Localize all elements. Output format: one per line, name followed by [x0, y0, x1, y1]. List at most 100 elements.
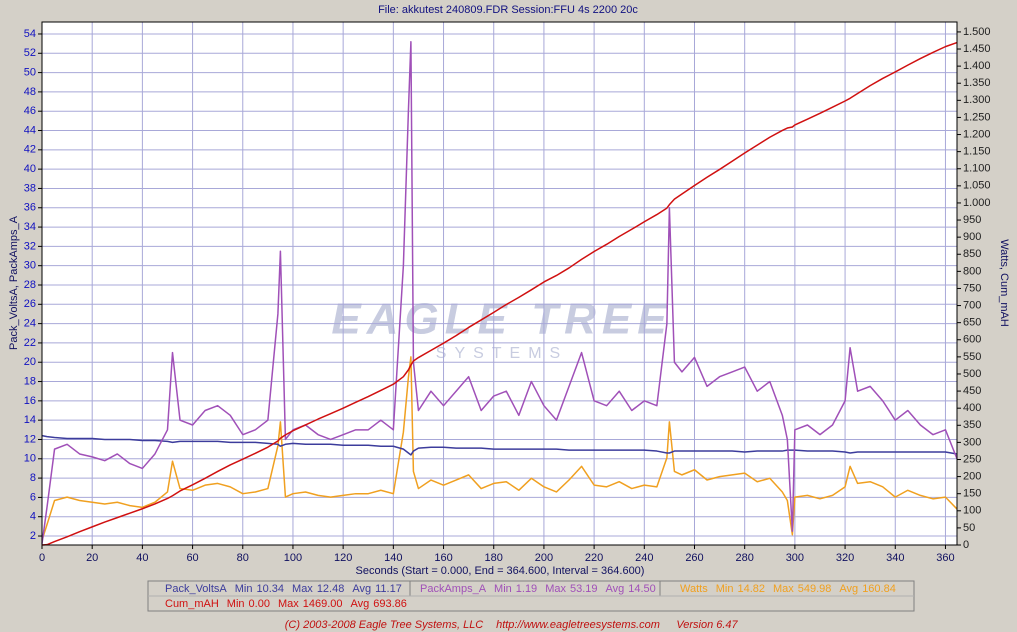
legend-name: Pack_VoltsA	[165, 583, 227, 595]
x-tick-label: 340	[886, 552, 904, 564]
y2-tick-label: 1.100	[963, 163, 991, 175]
y2-tick-label: 950	[963, 214, 981, 226]
y-tick-label: 4	[30, 511, 36, 523]
y2-tick-label: 250	[963, 453, 981, 465]
legend-stat-value: 1469.00	[303, 598, 343, 610]
x-tick-label: 360	[936, 552, 954, 564]
legend-stat-label: Avg	[606, 583, 625, 595]
watermark: EAGLE TREE	[331, 295, 672, 344]
y2-tick-label: 100	[963, 505, 981, 517]
y2-tick-label: 1.200	[963, 128, 991, 140]
legend-stat-value: 693.86	[373, 598, 407, 610]
legend-stat-value: 10.34	[257, 583, 285, 595]
x-tick-label: 120	[334, 552, 352, 564]
plot-area	[42, 22, 957, 545]
y2-tick-label: 0	[963, 539, 969, 551]
y-tick-label: 28	[24, 279, 36, 291]
legend-stat-label: Min	[227, 598, 245, 610]
footer-copyright: (C) 2003-2008 Eagle Tree Systems, LLC	[285, 619, 484, 631]
legend-stat-label: Avg	[352, 583, 371, 595]
x-tick-label: 180	[485, 552, 503, 564]
y-tick-label: 52	[24, 47, 36, 59]
x-tick-label: 240	[635, 552, 653, 564]
y-tick-label: 38	[24, 182, 36, 194]
legend-stat-value: 0.00	[249, 598, 270, 610]
y2-tick-label: 50	[963, 522, 975, 534]
legend-entry: PackAmps_A Min 1.19 Max 53.19 Avg 14.50	[420, 583, 656, 595]
legend-entry: Cum_mAH Min 0.00 Max 1469.00 Avg 693.86	[165, 598, 407, 610]
y2-axis-label: Watts, Cum_mAH	[998, 239, 1010, 327]
legend-stat-label: Min	[235, 583, 253, 595]
y-axis-label: Pack_VoltsA, PackAmps_A	[8, 215, 20, 350]
y2-tick-label: 500	[963, 368, 981, 380]
y-tick-label: 54	[24, 28, 36, 40]
x-axis-label: Seconds (Start = 0.000, End = 364.600, I…	[356, 565, 645, 577]
legend-stat-value: 549.98	[798, 583, 832, 595]
legend-name: Cum_mAH	[165, 598, 219, 610]
x-tick-label: 320	[836, 552, 854, 564]
legend-stat-label: Max	[292, 583, 313, 595]
legend-stat-value: 11.17	[375, 583, 402, 595]
y-tick-label: 30	[24, 260, 36, 272]
x-tick-label: 60	[186, 552, 198, 564]
series-line	[41, 41, 958, 546]
y-tick-label: 8	[30, 472, 36, 484]
legend-stat-label: Min	[716, 583, 734, 595]
y2-tick-label: 600	[963, 334, 981, 346]
series-line	[41, 356, 958, 541]
legend-stat-label: Max	[545, 583, 566, 595]
x-tick-label: 220	[585, 552, 603, 564]
legend-stat-value: 1.19	[516, 583, 537, 595]
y-tick-label: 36	[24, 202, 36, 214]
legend-stat-value: 53.19	[570, 583, 598, 595]
y-tick-label: 40	[24, 163, 36, 175]
x-tick-label: 80	[237, 552, 249, 564]
y2-tick-label: 900	[963, 231, 981, 243]
x-tick-label: 260	[685, 552, 703, 564]
y2-tick-label: 1.500	[963, 26, 991, 38]
legend-name: Watts	[680, 583, 708, 595]
legend-stat-value: 160.84	[862, 583, 896, 595]
y2-tick-label: 1.250	[963, 111, 991, 123]
legend-stat-label: Max	[278, 598, 299, 610]
y-tick-label: 34	[24, 221, 36, 233]
footer-url: http://www.eagletreesystems.com	[496, 619, 660, 631]
legend-entry: Pack_VoltsA Min 10.34 Max 12.48 Avg 11.17	[165, 583, 402, 595]
y2-tick-label: 150	[963, 488, 981, 500]
y2-tick-label: 1.400	[963, 60, 991, 72]
legend-stat-label: Min	[494, 583, 512, 595]
y2-tick-label: 750	[963, 282, 981, 294]
legend-name: PackAmps_A	[420, 583, 487, 595]
y-tick-label: 26	[24, 298, 36, 310]
legend-stat-value: 12.48	[317, 583, 345, 595]
y-tick-label: 48	[24, 86, 36, 98]
x-tick-label: 140	[384, 552, 402, 564]
legend-stat-label: Avg	[839, 583, 858, 595]
x-tick-label: 0	[39, 552, 45, 564]
y-tick-label: 24	[24, 318, 36, 330]
y2-tick-label: 1.000	[963, 197, 991, 209]
x-tick-label: 20	[86, 552, 98, 564]
y-tick-label: 10	[24, 453, 36, 465]
y2-tick-label: 300	[963, 436, 981, 448]
y-tick-label: 22	[24, 337, 36, 349]
y-tick-label: 14	[24, 414, 36, 426]
legend-stat-value: 14.50	[628, 583, 656, 595]
x-tick-label: 280	[736, 552, 754, 564]
y2-tick-label: 1.300	[963, 94, 991, 106]
footer-version: Version 6.47	[676, 619, 738, 631]
x-tick-label: 200	[535, 552, 553, 564]
x-tick-label: 300	[786, 552, 804, 564]
y-tick-label: 12	[24, 433, 36, 445]
y2-tick-label: 800	[963, 265, 981, 277]
series-line	[41, 40, 958, 544]
y-tick-label: 32	[24, 240, 36, 252]
y2-tick-label: 1.450	[963, 43, 991, 55]
y2-tick-label: 850	[963, 248, 981, 260]
x-tick-label: 40	[136, 552, 148, 564]
y-tick-label: 2	[30, 530, 36, 542]
y-tick-label: 6	[30, 491, 36, 503]
legend-entry: Watts Min 14.82 Max 549.98 Avg 160.84	[680, 583, 896, 595]
y-tick-label: 50	[24, 66, 36, 78]
